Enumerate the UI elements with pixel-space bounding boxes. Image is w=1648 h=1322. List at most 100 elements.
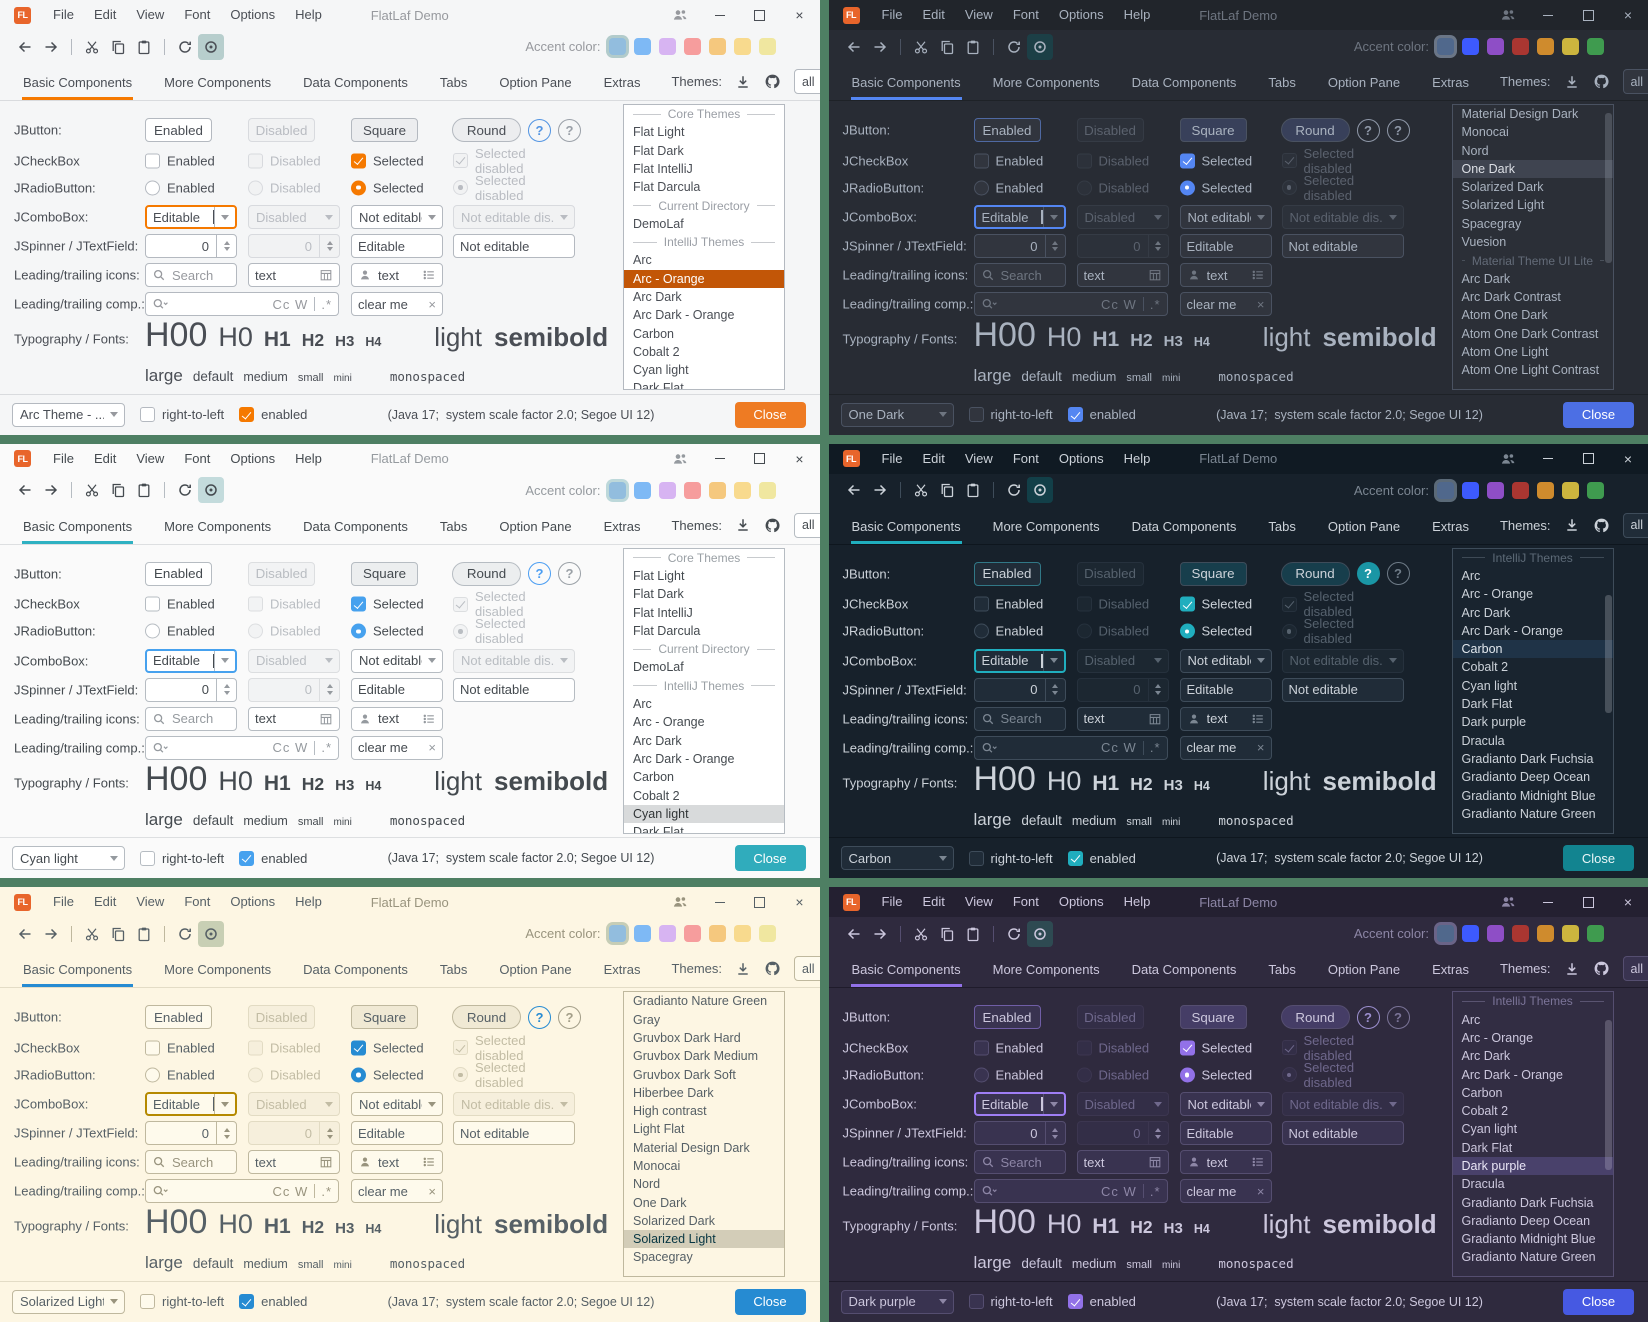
clear-me-field[interactable]: clear me × (351, 735, 443, 760)
theme-list-item-arc-dark[interactable]: Arc Dark (633, 289, 682, 304)
enabled-checkbox[interactable]: enabled (1067, 407, 1136, 423)
spinner[interactable]: 0 (145, 677, 237, 702)
menu-help[interactable]: Help (295, 7, 322, 22)
forward-button[interactable] (38, 921, 64, 947)
accent-color-swatch[interactable] (633, 925, 651, 943)
tab-option-pane[interactable]: Option Pane (1327, 518, 1401, 534)
theme-list-item-arc[interactable]: Arc (633, 697, 652, 712)
users-button[interactable] (1488, 0, 1528, 30)
show-hidden-toggle[interactable] (1026, 33, 1053, 60)
checkbox-selected[interactable]: Selected (1179, 153, 1272, 168)
square-button[interactable]: Square (1179, 561, 1247, 586)
copy-button[interactable] (105, 921, 131, 947)
menu-font[interactable]: Font (184, 894, 211, 910)
theme-filter-combo[interactable]: all (794, 512, 820, 538)
theme-list-item-dark-flat[interactable]: Dark Flat (633, 825, 684, 834)
user-field[interactable]: text (1179, 706, 1272, 731)
help-button[interactable]: ? (1356, 118, 1380, 142)
radio-selected[interactable]: Selected (1179, 1067, 1272, 1083)
menu-view[interactable]: View (136, 7, 165, 22)
theme-list-item-arc-orange[interactable]: Arc - Orange (1461, 1030, 1534, 1045)
spinner-buttons[interactable] (1044, 235, 1065, 257)
accent-color-swatch[interactable] (658, 925, 676, 943)
accent-color-swatch[interactable] (758, 38, 776, 55)
accent-color-swatch[interactable] (658, 481, 676, 499)
github-button[interactable] (1593, 517, 1610, 534)
theme-list-item-nord[interactable]: Nord (1461, 143, 1489, 158)
accent-color-swatch[interactable] (658, 38, 676, 55)
minimize-button[interactable] (700, 0, 740, 30)
theme-list-item-cobalt-2[interactable]: Cobalt 2 (1461, 1104, 1509, 1119)
theme-list-item-dracula[interactable]: Dracula (1461, 733, 1505, 748)
tab-basic-components[interactable]: Basic Components (850, 75, 962, 100)
tab-data-components[interactable]: Data Components (303, 962, 408, 978)
theme-list-item-arc[interactable]: Arc (633, 253, 652, 268)
theme-list-item-gradianto-deep-ocean[interactable]: Gradianto Deep Ocean (1461, 770, 1591, 785)
theme-list-item-cyan-light[interactable]: Cyan light (1461, 1122, 1518, 1137)
search-field[interactable]: Search (973, 706, 1066, 731)
menu-options[interactable]: Options (1058, 7, 1104, 22)
copy-button[interactable] (934, 477, 960, 503)
show-hidden-toggle[interactable] (198, 33, 224, 60)
square-button[interactable]: Square (1179, 1005, 1247, 1030)
theme-filter-combo[interactable]: all (794, 956, 820, 982)
theme-list-item-arc-dark[interactable]: Arc Dark (633, 733, 682, 748)
combobox-editable[interactable]: Editable (145, 1092, 237, 1117)
tab-basic-components[interactable]: Basic Components (850, 519, 962, 544)
help-button[interactable]: ? (1356, 562, 1380, 586)
back-button[interactable] (841, 921, 867, 947)
theme-list-item-gradianto-midnight-blue[interactable]: Gradianto Midnight Blue (1461, 1232, 1596, 1247)
close-button[interactable]: Close (1563, 845, 1634, 872)
enabled-button[interactable]: Enabled (973, 118, 1041, 142)
accent-color-swatch[interactable] (683, 38, 701, 55)
combobox-editable[interactable]: Editable (145, 205, 237, 229)
tab-tabs[interactable]: Tabs (1268, 518, 1296, 534)
theme-list-item-gradianto-deep-ocean[interactable]: Gradianto Deep Ocean (1461, 1213, 1591, 1228)
theme-list-item-arc-dark[interactable]: Arc Dark (1461, 605, 1511, 620)
forward-button[interactable] (38, 477, 64, 503)
accent-color-swatch[interactable] (1512, 925, 1529, 943)
tab-basic-components[interactable]: Basic Components (22, 962, 134, 988)
tab-basic-components[interactable]: Basic Components (22, 519, 134, 544)
help-button-secondary[interactable]: ? (558, 118, 581, 142)
combobox-not-editable[interactable]: Not editable (1179, 648, 1272, 673)
paste-button[interactable] (960, 477, 986, 503)
theme-list-item-gradianto-nature-green[interactable]: Gradianto Nature Green (1461, 806, 1596, 821)
clear-icon[interactable]: × (1256, 740, 1265, 756)
textfield-editable[interactable]: Editable (1179, 677, 1272, 702)
paste-button[interactable] (131, 477, 157, 503)
help-button-secondary[interactable]: ? (1386, 562, 1410, 586)
tab-data-components[interactable]: Data Components (1131, 518, 1237, 534)
round-button[interactable]: Round (452, 1005, 521, 1030)
clear-icon[interactable]: × (428, 296, 436, 312)
accent-color-swatch[interactable] (1537, 38, 1554, 55)
forward-button[interactable] (867, 34, 893, 60)
theme-list-item-carbon[interactable]: Carbon (633, 326, 674, 341)
spinner[interactable]: 0 (145, 234, 237, 258)
theme-filter-combo[interactable]: all (1622, 69, 1648, 94)
menu-help[interactable]: Help (1123, 894, 1151, 910)
download-theme-button[interactable] (735, 74, 751, 90)
maximize-button[interactable] (740, 887, 780, 917)
refresh-button[interactable] (172, 477, 198, 503)
accent-color-swatch[interactable] (1512, 481, 1529, 499)
accent-color-swatch[interactable] (1437, 38, 1454, 55)
theme-list-item-flat-light[interactable]: Flat Light (633, 568, 685, 583)
square-button[interactable]: Square (351, 1005, 418, 1030)
tab-extras[interactable]: Extras (1432, 75, 1469, 90)
show-hidden-toggle[interactable] (198, 477, 224, 504)
tab-data-components[interactable]: Data Components (303, 75, 408, 90)
combobox-not-editable[interactable]: Not editable (351, 648, 443, 673)
checkbox-enabled[interactable]: Enabled (973, 596, 1066, 612)
theme-list-item-nord[interactable]: Nord (633, 1177, 661, 1192)
checkbox-selected[interactable]: Selected (1179, 596, 1272, 612)
menu-font[interactable]: Font (184, 7, 211, 22)
user-field[interactable]: text (351, 263, 443, 287)
menu-edit[interactable]: Edit (93, 7, 117, 22)
close-window-button[interactable]: × (1608, 887, 1648, 917)
paste-button[interactable] (131, 921, 157, 947)
tab-tabs[interactable]: Tabs (1268, 75, 1296, 90)
theme-list-item-gray[interactable]: Gray (633, 1012, 661, 1027)
theme-list-item-arc-orange[interactable]: Arc - Orange (633, 715, 705, 730)
refresh-button[interactable] (1001, 477, 1027, 503)
